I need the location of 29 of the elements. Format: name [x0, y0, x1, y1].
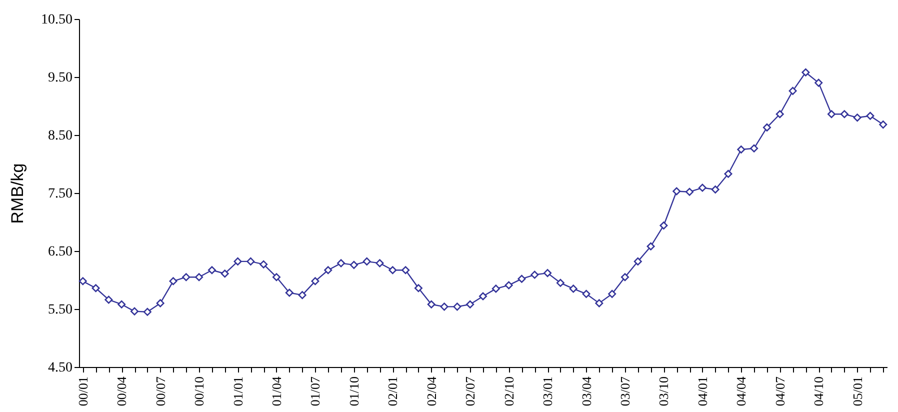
y-tick-label: 7.50 [48, 186, 72, 202]
x-tick-label: 02/04 [424, 376, 439, 406]
x-tick-label: 00/10 [192, 376, 207, 406]
x-tick-label: 03/01 [540, 376, 556, 406]
x-tick-label: 04/10 [811, 376, 826, 406]
x-tick-label: 04/07 [772, 376, 788, 406]
x-tick-label: 00/04 [114, 376, 130, 406]
x-tick-label: 01/04 [268, 376, 284, 406]
x-tick-label: 02/10 [501, 376, 516, 406]
y-tick-label: 6.50 [48, 244, 72, 260]
x-tick-label: 01/01 [230, 376, 246, 406]
y-tick-label: 5.50 [48, 302, 72, 318]
x-tick-label: 01/07 [308, 376, 323, 406]
x-tick-label: 00/01 [75, 376, 90, 406]
y-tick-label: 9.50 [48, 70, 72, 86]
x-tick-label: 00/07 [152, 376, 168, 406]
x-tick-label: 03/07 [617, 376, 632, 406]
y-tick-label: 10.50 [41, 12, 72, 28]
x-tick-label: 04/04 [734, 376, 749, 406]
x-tick-label: 01/10 [346, 376, 362, 406]
x-tick-label: 02/01 [385, 376, 400, 406]
x-tick-label: 03/10 [656, 376, 672, 406]
x-tick-label: 03/04 [578, 376, 594, 406]
y-tick-label: 4.50 [48, 360, 72, 376]
x-tick-label: 02/07 [462, 376, 478, 406]
y-tick-label: 8.50 [48, 128, 72, 144]
x-tick-label: 04/01 [694, 376, 710, 406]
x-tick-label: 05/01 [850, 376, 865, 406]
y-axis-title: RMB/kg [8, 163, 27, 224]
